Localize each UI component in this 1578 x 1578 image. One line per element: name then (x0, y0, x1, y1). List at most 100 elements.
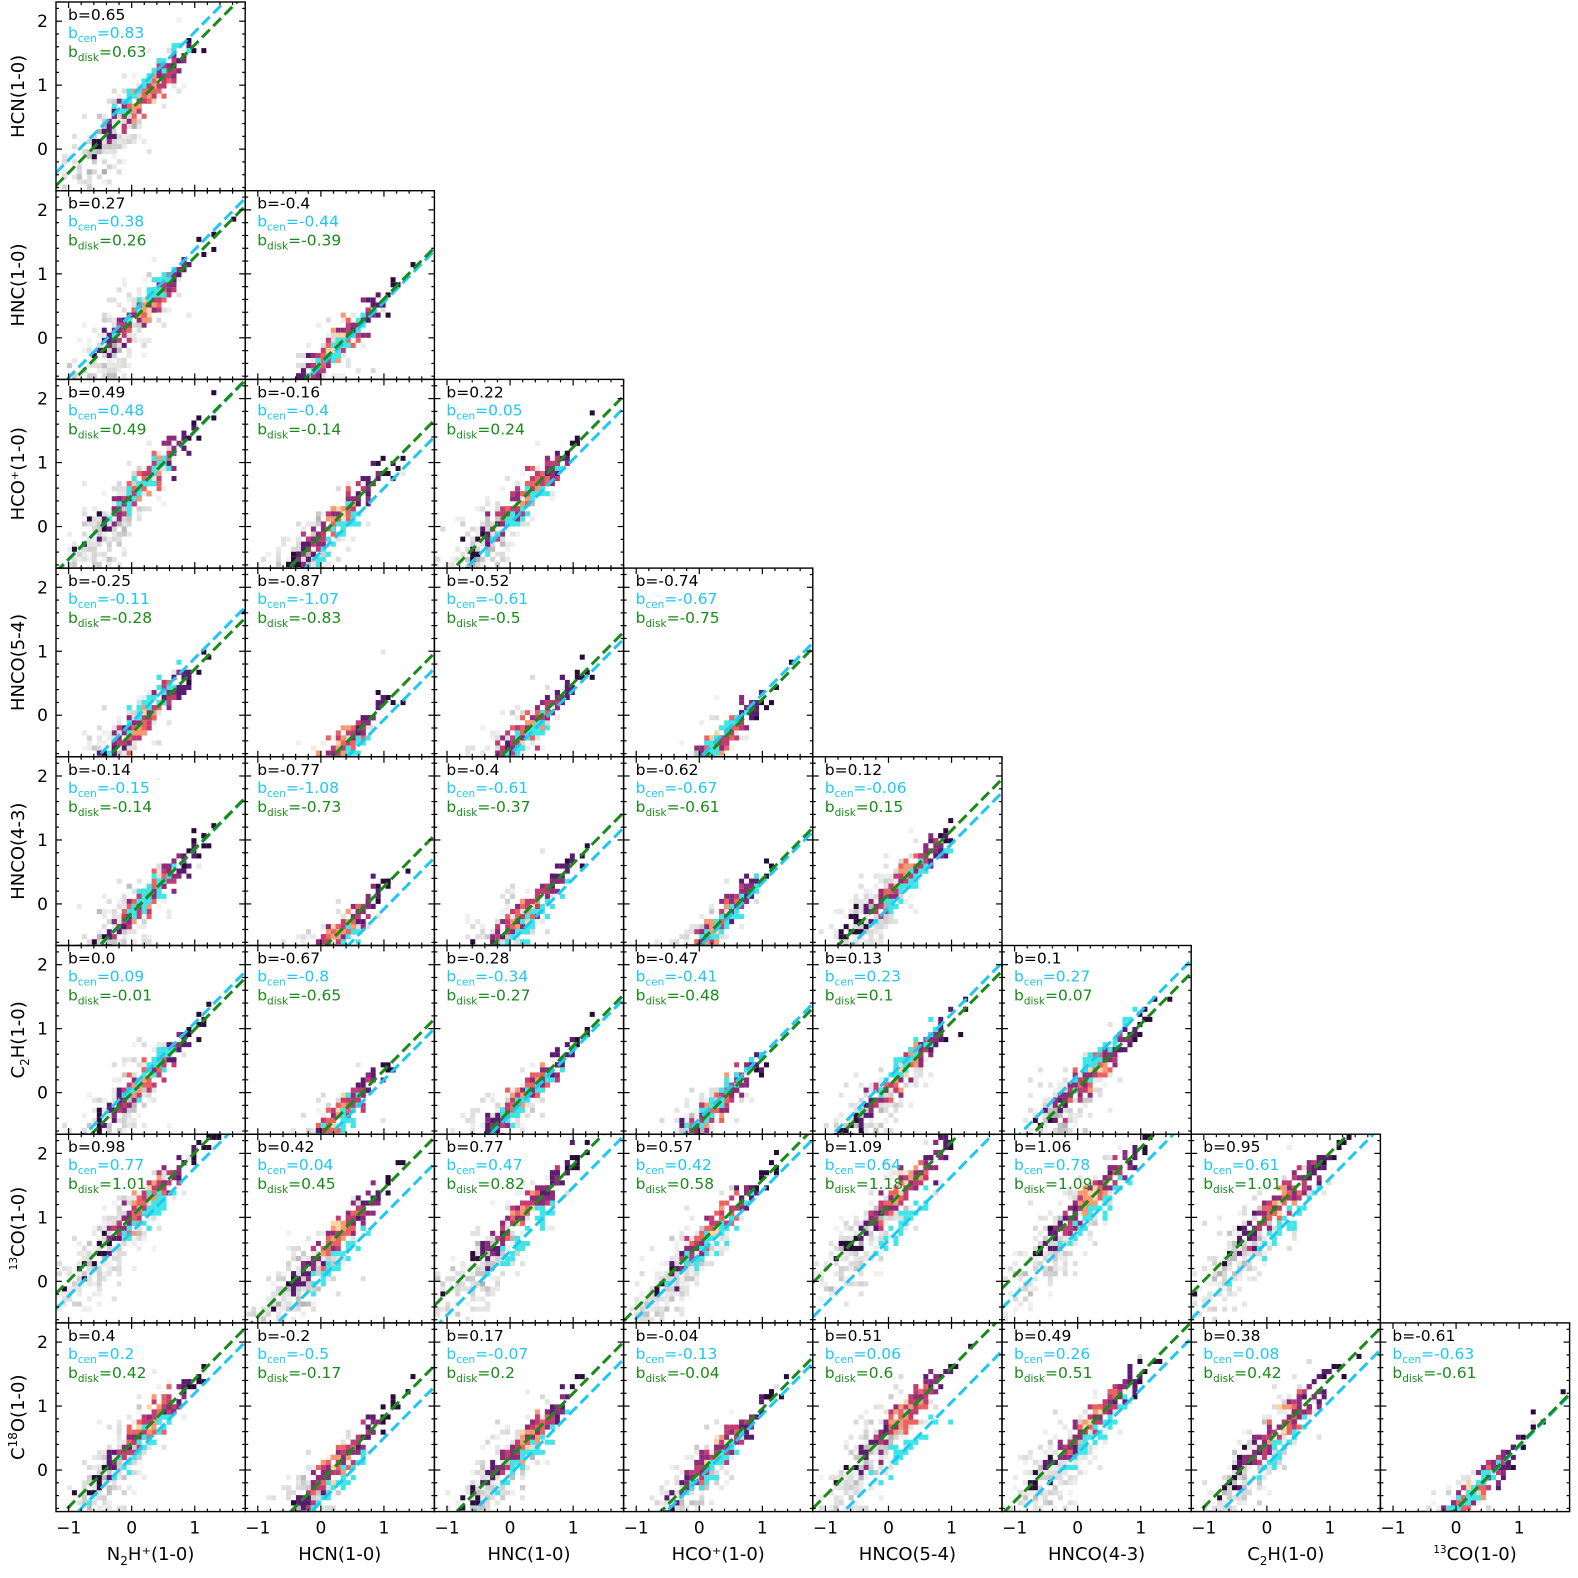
density-cell (146, 78, 152, 84)
density-cell (321, 383, 326, 388)
density-cell (440, 526, 446, 532)
density-cell (325, 516, 331, 522)
density-cell (196, 415, 202, 421)
density-cell (525, 720, 530, 726)
density-cell (141, 481, 147, 487)
density-cell (126, 332, 132, 338)
density-cell (91, 536, 97, 542)
density-cell (256, 643, 261, 648)
density-cell (330, 347, 336, 353)
density-cell (96, 521, 102, 527)
density-cell (61, 184, 67, 190)
density-cell (121, 486, 127, 492)
density-cell (131, 123, 137, 129)
density-cell (340, 373, 346, 379)
density-cell (281, 821, 286, 826)
density-cell (106, 526, 112, 532)
density-cell (495, 511, 501, 517)
density-cell (196, 669, 202, 675)
density-cell (121, 516, 127, 522)
density-cell (515, 766, 520, 771)
density-cell (300, 363, 306, 369)
density-cell (495, 501, 501, 507)
b-disk-annotation: bdisk=-0.14 (257, 420, 341, 441)
density-cell (465, 556, 471, 562)
density-cell (335, 908, 341, 915)
density-cell (111, 88, 117, 94)
density-cell (385, 883, 391, 889)
density-cell (355, 332, 361, 338)
density-cell (510, 496, 516, 502)
density-cell (734, 715, 740, 721)
density-cell (221, 469, 226, 474)
density-cell (266, 1040, 271, 1045)
density-cell (480, 725, 486, 731)
density-cell (564, 684, 570, 690)
density-cell (141, 78, 147, 84)
density-cell (96, 149, 102, 155)
density-cell (529, 465, 535, 471)
density-cell (380, 695, 386, 701)
density-cell (121, 332, 127, 338)
density-cell (231, 454, 236, 459)
density-cell (325, 358, 331, 364)
density-cell (281, 424, 286, 429)
y-tick-label: 2 (37, 12, 48, 32)
density-cell (276, 831, 281, 836)
density-cell (181, 430, 187, 436)
density-cell (116, 347, 122, 353)
density-cell (325, 934, 331, 940)
density-cell (101, 149, 107, 155)
density-cell (470, 541, 476, 547)
density-cell (111, 373, 117, 379)
density-cell (300, 934, 306, 940)
density-cell (326, 771, 331, 776)
density-cell (111, 128, 117, 134)
density-cell (764, 705, 769, 711)
density-cell (330, 521, 336, 527)
density-cell (370, 297, 376, 303)
density-cell (126, 486, 132, 492)
density-cell (121, 506, 127, 512)
density-cell (66, 154, 72, 160)
density-cell (345, 745, 351, 751)
density-cell (111, 98, 117, 104)
density-cell (465, 531, 471, 537)
density-cell (475, 561, 481, 567)
density-cell (131, 476, 137, 482)
density-cell (126, 705, 132, 711)
density-cell (669, 821, 674, 826)
density-cell (699, 761, 704, 766)
density-cell (181, 853, 187, 859)
density-cell (116, 113, 122, 119)
density-cell (335, 735, 341, 741)
density-cell (539, 486, 545, 492)
density-cell (520, 501, 526, 507)
density-cell (62, 816, 67, 821)
density-cell (121, 118, 127, 124)
density-cell (121, 511, 127, 517)
density-cell (106, 373, 112, 379)
density-cell (171, 48, 177, 54)
density-cell (295, 521, 301, 527)
density-cell (91, 327, 97, 333)
density-cell (261, 1035, 266, 1040)
density-cell (121, 282, 127, 288)
density-cell (131, 302, 137, 308)
density-cell (146, 720, 152, 726)
density-cell (116, 342, 122, 348)
density-cell (699, 771, 704, 776)
density-cell (714, 735, 720, 741)
density-cell (116, 133, 122, 140)
density-cell (246, 1010, 251, 1015)
density-cell (475, 541, 481, 547)
density-cell (86, 337, 92, 343)
density-cell (146, 715, 152, 721)
density-cell (116, 521, 122, 527)
background-density (56, 17, 187, 191)
density-cell (111, 149, 117, 155)
density-cell (111, 297, 117, 303)
b-disk-annotation: bdisk=-0.5 (446, 609, 520, 630)
density-cell (96, 561, 102, 567)
density-cell (415, 841, 420, 846)
